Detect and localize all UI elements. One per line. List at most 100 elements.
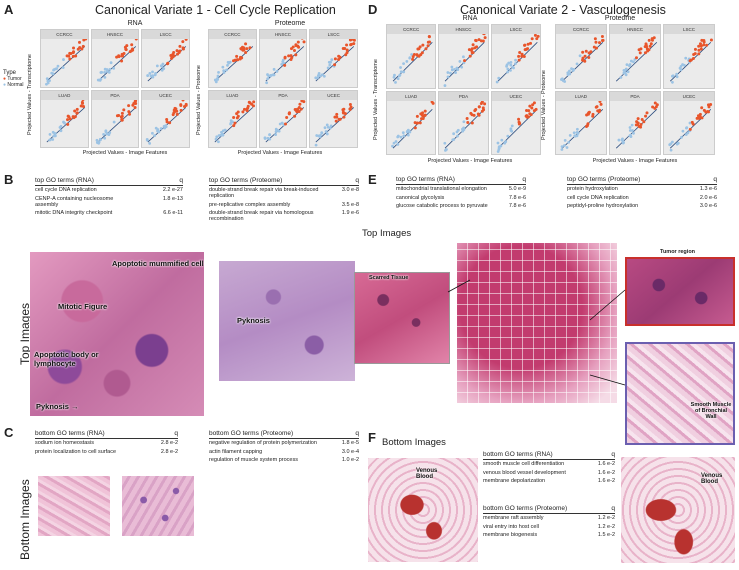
b-prot-header: top GO terms (Proteome) [209,177,319,186]
point-tumor [707,104,711,108]
f-rna-go-table: bottom GO terms (RNA) q smooth muscle cel… [483,451,615,485]
point-tumor [413,125,417,129]
table-row: glucose catabolic process to pyruvate 7.8… [396,202,526,210]
table-row: membrane biogenesis 1.5 e-2 [483,531,615,539]
facet-luad: LUAD [386,90,437,155]
point-normal [454,71,458,74]
point-tumor [114,55,118,59]
point-tumor [475,39,479,43]
facet-scatter [264,39,306,85]
point-normal [462,119,466,123]
point-tumor [337,54,341,58]
point-normal [160,126,163,130]
point-tumor [293,53,297,57]
point-tumor [594,105,598,109]
point-tumor [183,104,187,108]
point-normal [327,66,330,70]
point-normal [53,131,56,135]
point-tumor [126,103,130,107]
facet-strip-label: PDA [610,91,660,101]
go-q: 1.8 e-13 [162,195,183,202]
f-prot-q: q [586,505,615,514]
table-row: CENP-A containing nucleosome assembly 1.8… [35,194,183,208]
point-tumor [420,113,424,117]
point-normal [398,73,402,77]
point-tumor [706,109,710,113]
anno-apoptotic-mummified: Apoptotic mummified cell [112,259,204,268]
point-normal [326,132,330,135]
point-normal [225,68,228,72]
point-tumor [124,48,128,52]
point-tumor [583,54,587,58]
point-normal [675,72,679,76]
point-normal [220,130,223,134]
facet-hnscc: HNSCC [258,29,308,88]
d-rna-title: RNA [462,15,478,22]
point-normal [568,133,572,137]
point-normal [575,130,579,134]
f-rna-header: bottom GO terms (RNA) [483,451,587,460]
point-normal [52,68,56,72]
table-row: sodium ion homeostasis 2.8 e-2 [35,439,178,448]
point-normal [325,129,328,133]
facet-scatter [213,42,254,84]
point-tumor [534,37,538,41]
point-normal [567,140,571,144]
table-row: membrane depolarization 1.6 e-2 [483,477,615,485]
point-normal [509,129,513,133]
legend-tumor-label: Tumor [7,76,22,82]
point-normal [217,139,220,143]
point-normal [112,120,116,123]
facet-scatter [668,102,713,152]
facet-strip-label: LSCC [310,30,357,39]
e-prot-header: top GO terms (Proteome) [567,176,682,185]
facet-strip-label: LUAD [387,91,436,101]
table-row: double-strand break repair via break-ind… [209,186,359,201]
a-rna-ylabel: Projected Values - Transcriptome [27,54,33,135]
point-normal [565,145,569,149]
point-tumor [526,108,530,112]
point-tumor [66,122,70,126]
point-tumor [598,41,602,45]
e-tumor-label: Tumor region [660,249,696,255]
point-normal [573,134,577,137]
d-prot-xlabel: Projected Values - Image Features [592,158,678,164]
point-tumor [345,51,349,55]
point-tumor [483,36,487,40]
anno-pyknosis-1: Pyknosis → [36,402,79,411]
point-tumor [242,107,246,111]
point-normal [323,125,327,129]
point-normal [402,62,405,65]
table-row: double-strand break repair via homologou… [209,209,359,223]
point-tumor [689,58,693,62]
point-tumor [181,40,185,44]
point-tumor [596,108,600,112]
point-tumor [119,59,123,63]
go-term: venous blood vessel development [483,469,566,476]
point-normal [393,73,396,77]
point-normal [503,139,507,143]
table-row: pre-replicative complex assembly 3.5 e-8 [209,200,359,208]
point-tumor [165,117,169,121]
point-tumor [292,48,296,52]
point-tumor [598,100,602,103]
table-row: actin filament capping 3.0 e-4 [209,447,359,455]
point-normal [617,138,621,141]
point-normal [458,60,462,63]
facet-strip-label: LSCC [142,30,189,39]
point-normal [451,137,455,141]
point-normal [328,63,332,67]
point-tumor [532,100,536,104]
facet-scatter [443,100,487,152]
facet-luad: LUAD [208,89,257,148]
point-tumor [587,56,591,60]
point-normal [45,77,49,81]
point-tumor [524,114,528,118]
point-tumor [235,111,239,115]
table-row: cell cycle DNA replication 2.0 e-6 [567,193,717,201]
point-tumor [242,46,246,50]
facet-scatter [443,34,487,87]
point-normal [276,128,279,132]
point-normal [318,71,321,75]
point-normal [631,128,634,132]
